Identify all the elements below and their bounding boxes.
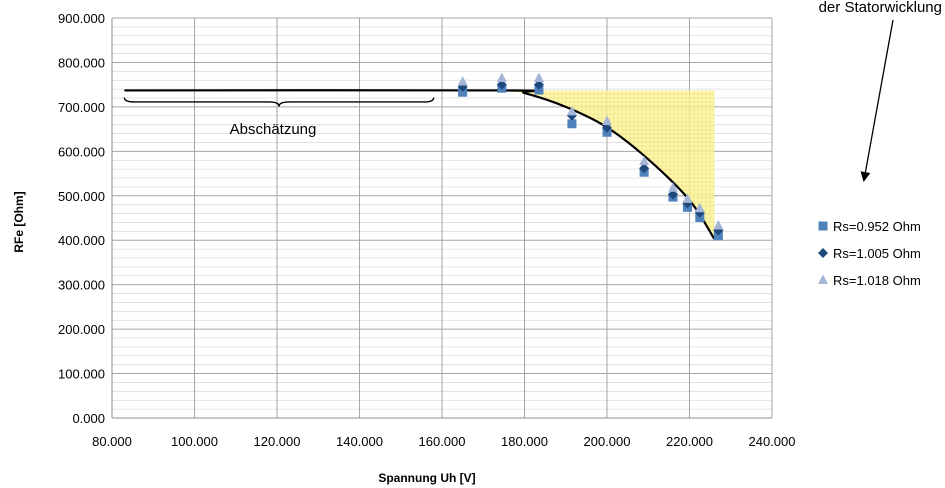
data-point-diamond bbox=[496, 79, 507, 90]
axes bbox=[111, 18, 772, 419]
data-point-triangle bbox=[639, 155, 650, 166]
legend-entry-label: Rs=1.018 Ohm bbox=[833, 273, 921, 288]
major-grid bbox=[111, 17, 773, 419]
data-point-triangle bbox=[694, 202, 705, 213]
note-arrow bbox=[860, 19, 894, 182]
y-tick-label: 0.000 bbox=[72, 411, 105, 426]
x-tick-label: 240.000 bbox=[749, 434, 796, 449]
y-tick-label: 900.000 bbox=[58, 11, 105, 26]
data-point-triangle bbox=[713, 220, 724, 230]
y-tick-label: 800.000 bbox=[58, 55, 105, 70]
legend-marker-triangle bbox=[818, 274, 828, 284]
y-tick-label: 700.000 bbox=[58, 100, 105, 115]
top-note-text: der Statorwicklung bbox=[819, 0, 942, 16]
legend: Rs=0.952 Ohm Rs=1.005 Ohm Rs=1.018 Ohm bbox=[818, 219, 921, 288]
x-tick-label: 80.000 bbox=[92, 434, 132, 449]
fit-curve bbox=[124, 89, 716, 240]
data-point-square bbox=[534, 85, 544, 95]
data-point-triangle bbox=[602, 115, 612, 126]
legend-entry-label: Rs=0.952 Ohm bbox=[833, 219, 921, 234]
x-tick-label: 200.000 bbox=[584, 434, 631, 449]
data-point-triangle bbox=[496, 72, 507, 82]
data-point-diamond bbox=[639, 163, 650, 174]
estimate-brace bbox=[123, 97, 435, 107]
legend-marker-diamond bbox=[818, 248, 828, 258]
x-tick-label: 180.000 bbox=[501, 434, 548, 449]
data-points bbox=[457, 72, 724, 241]
y-tick-label: 500.000 bbox=[58, 189, 105, 204]
data-point-triangle bbox=[533, 72, 544, 82]
y-tick-label: 100.000 bbox=[58, 367, 105, 382]
x-axis-ticks: 80.000 100.000 120.000 140.000 160.000 180.00… bbox=[92, 434, 795, 449]
x-tick-label: 140.000 bbox=[336, 434, 383, 449]
data-point-diamond bbox=[668, 189, 678, 200]
data-point-triangle bbox=[566, 105, 577, 116]
x-tick-label: 100.000 bbox=[171, 434, 218, 449]
data-point-square bbox=[567, 119, 577, 129]
y-tick-label: 600.000 bbox=[58, 144, 105, 159]
legend-marker-square bbox=[818, 221, 828, 231]
x-tick-label: 120.000 bbox=[254, 434, 301, 449]
legend-entry-label: Rs=1.005 Ohm bbox=[833, 246, 921, 261]
y-tick-label: 300.000 bbox=[58, 278, 105, 293]
y-axis-title: RFe [Ohm] bbox=[12, 191, 26, 252]
data-point-triangle bbox=[457, 76, 468, 86]
uncertainty-area bbox=[503, 90, 715, 239]
y-axis-ticks: 0.000 100.000 200.000 300.000 400.000 500.000… bbox=[58, 11, 105, 426]
estimate-label: Abschätzung bbox=[230, 121, 317, 138]
data-point-square bbox=[713, 231, 723, 241]
x-axis-title: Spannung Uh [V] bbox=[378, 471, 475, 485]
data-point-triangle bbox=[682, 193, 693, 203]
data-point-diamond bbox=[602, 122, 612, 133]
y-tick-label: 200.000 bbox=[58, 322, 105, 337]
data-point-diamond bbox=[533, 79, 544, 90]
x-tick-label: 220.000 bbox=[666, 434, 713, 449]
data-point-square bbox=[458, 87, 468, 97]
data-point-triangle bbox=[668, 182, 678, 192]
y-tick-label: 400.000 bbox=[58, 233, 105, 248]
x-tick-label: 160.000 bbox=[419, 434, 466, 449]
